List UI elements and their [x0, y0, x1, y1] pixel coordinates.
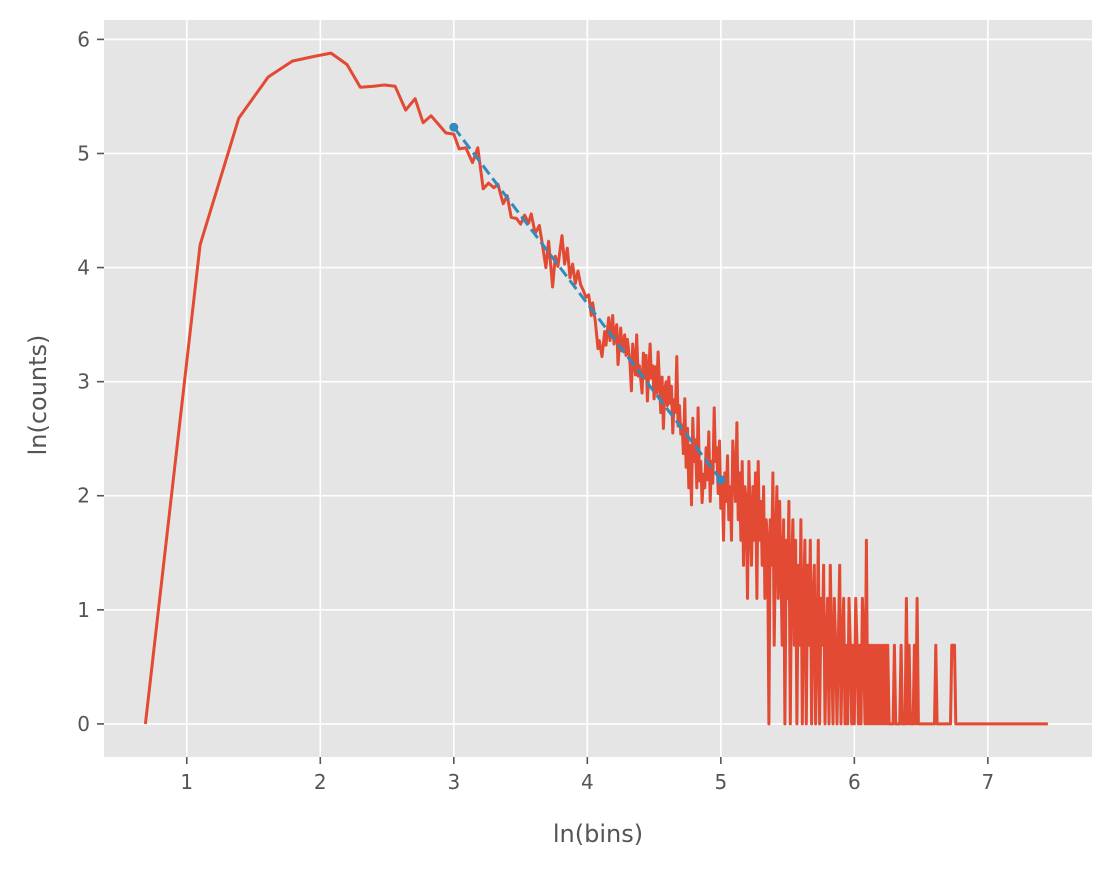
grid: [104, 20, 1092, 757]
x-tick-label: 4: [581, 770, 594, 794]
fit-series-line: [452, 126, 722, 481]
y-tick-label: 2: [77, 484, 90, 508]
x-tick-label: 1: [180, 770, 193, 794]
data-series-line: [143, 51, 1048, 726]
y-tick-label: 6: [77, 27, 90, 51]
fit-point: [449, 122, 459, 132]
ticks: 1 2 3 4 5 6 7 0 1 2 3 4 5 6: [77, 27, 994, 794]
y-tick-label: 5: [77, 141, 90, 165]
x-tick-label: 5: [714, 770, 727, 794]
fit-point: [716, 475, 726, 485]
y-tick-label: 0: [77, 712, 90, 736]
series-layer: [143, 51, 1048, 726]
x-tick-label: 2: [314, 770, 327, 794]
x-tick-label: 7: [981, 770, 994, 794]
x-tick-label: 3: [447, 770, 460, 794]
plot-background: [104, 20, 1092, 757]
x-tick-label: 6: [848, 770, 861, 794]
y-tick-label: 3: [77, 370, 90, 394]
y-axis-label: ln(counts): [24, 335, 52, 456]
y-tick-label: 1: [77, 598, 90, 622]
x-axis-label: ln(bins): [553, 820, 643, 848]
y-tick-label: 4: [77, 256, 90, 280]
